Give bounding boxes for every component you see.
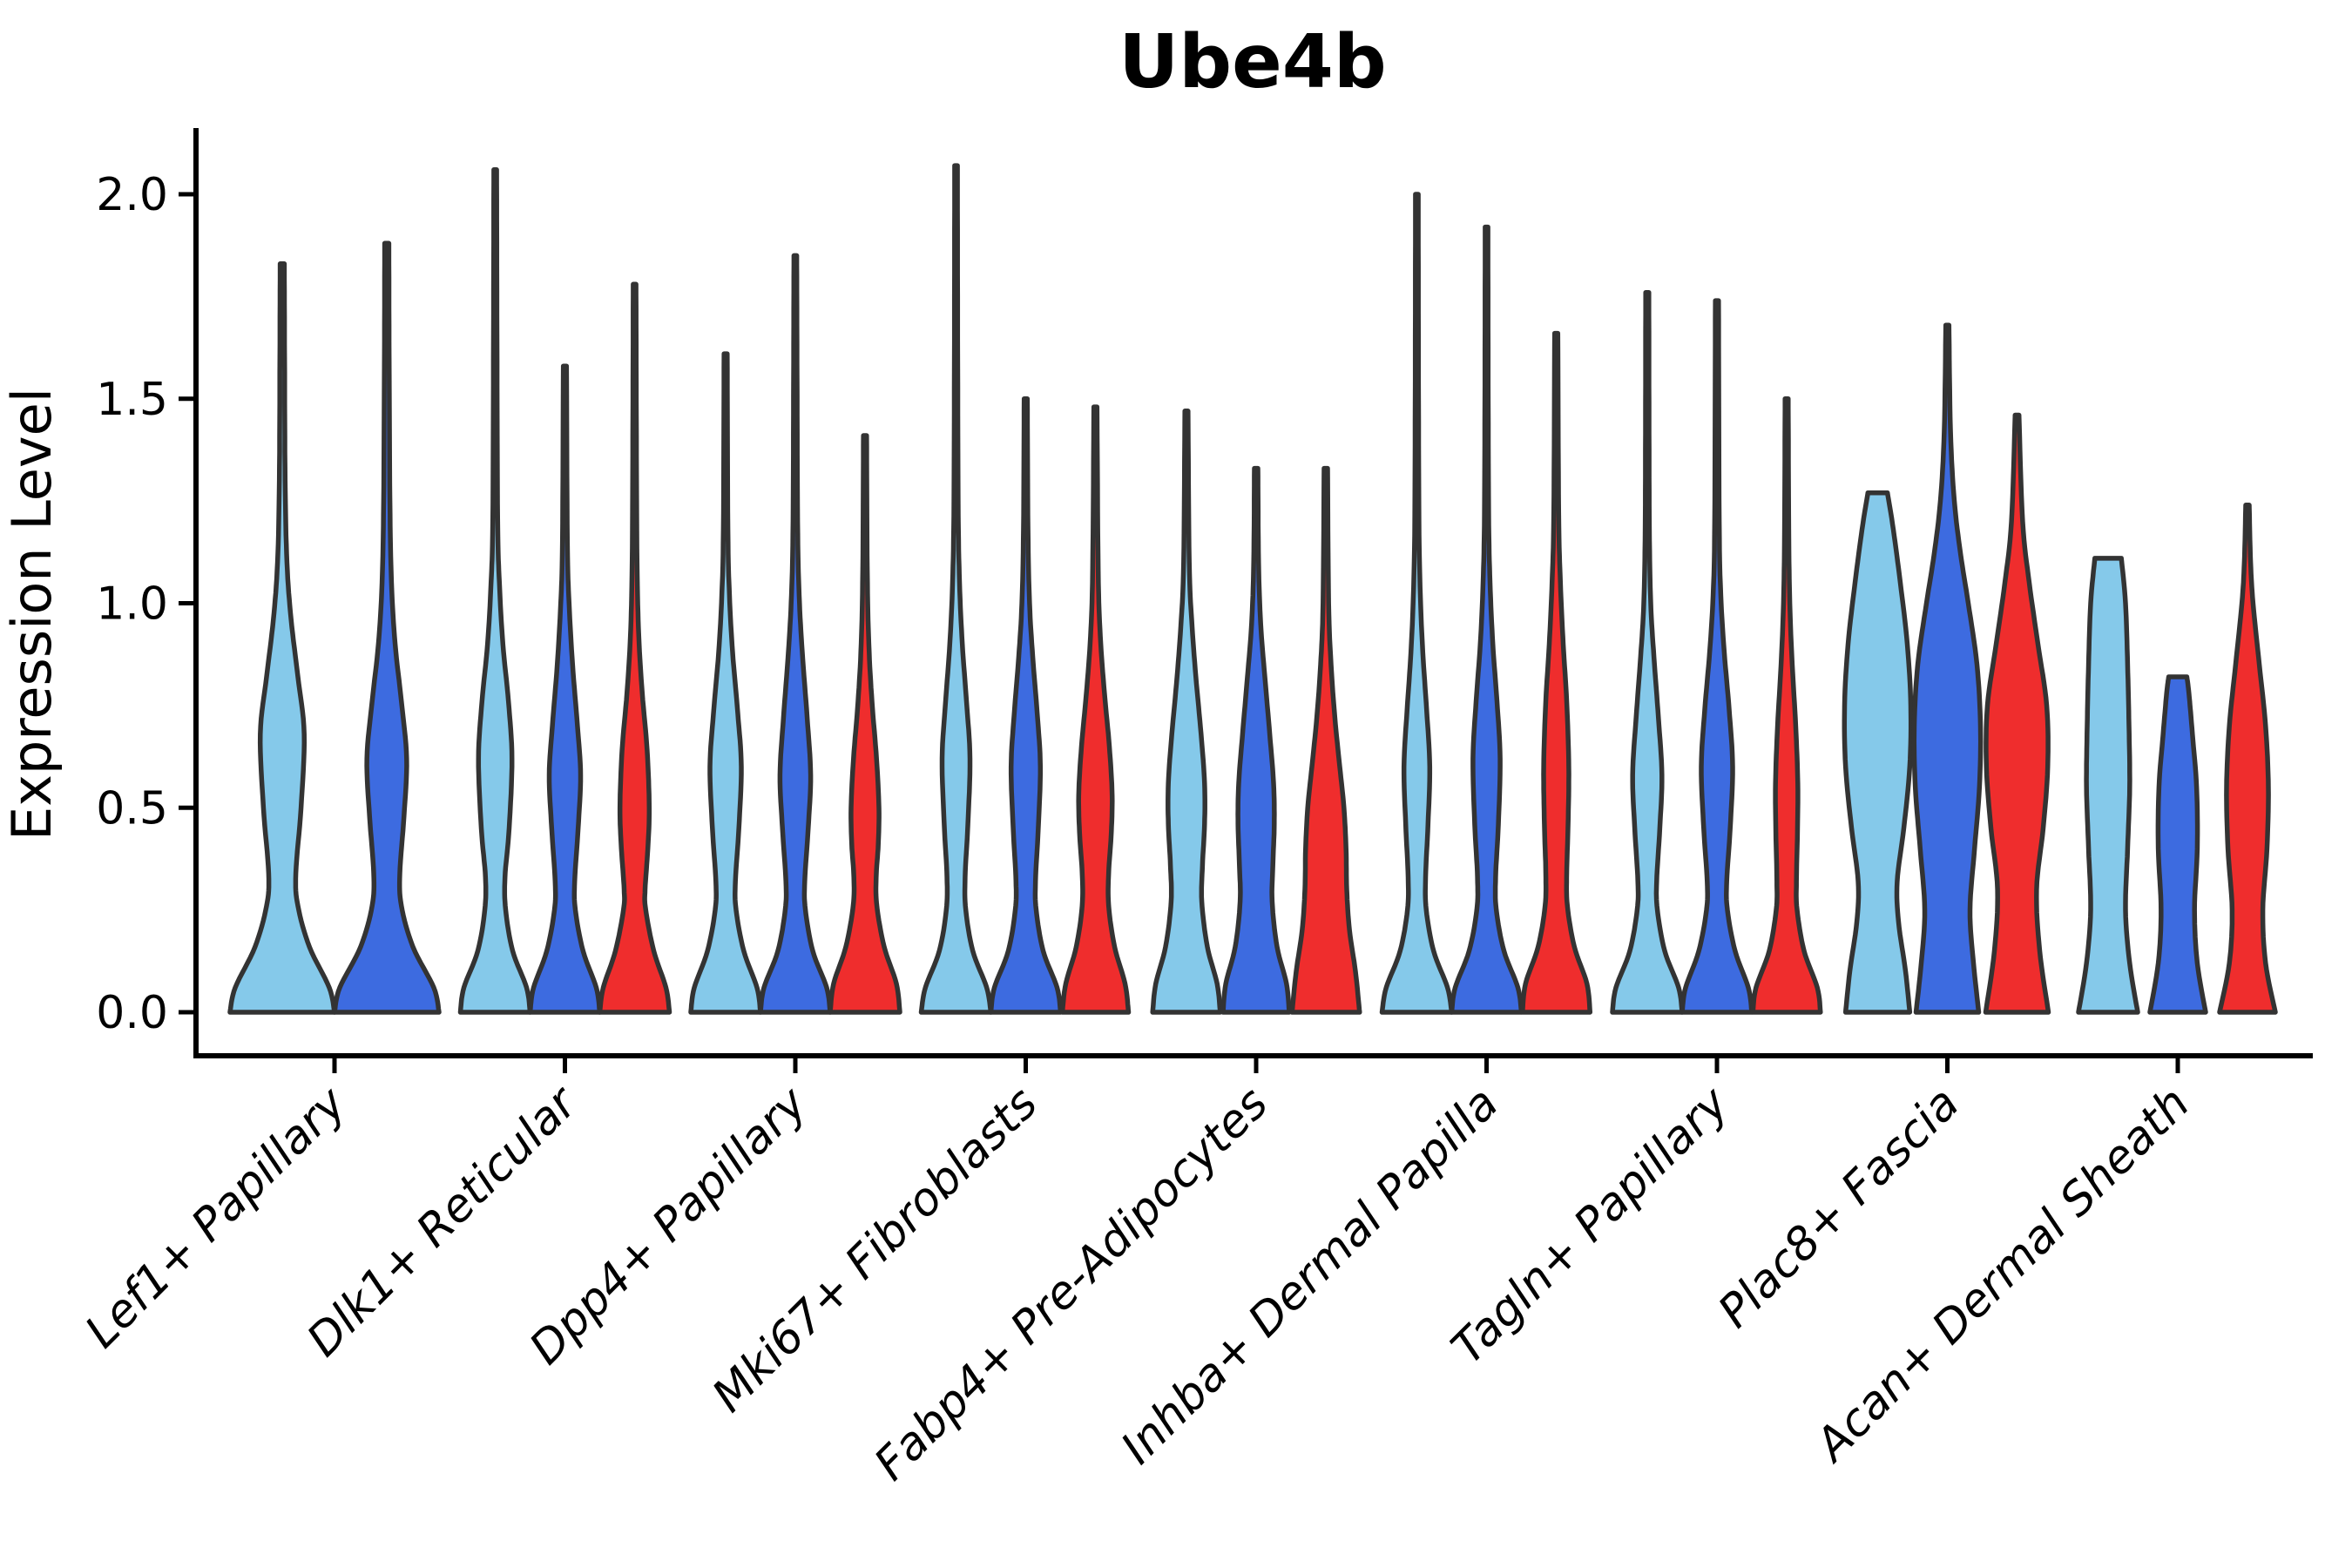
violin-acan-dermal-sheath-lightblue xyxy=(2076,556,2140,1015)
chart-title: Ube4b xyxy=(1119,19,1387,105)
x-tick-label-plac8-fascia: Plac8+ Fascia xyxy=(1708,1078,1969,1338)
violins-layer xyxy=(227,163,2278,1015)
violin-dlk1-reticular-darkblue xyxy=(527,363,603,1015)
violin-acan-dermal-sheath-red xyxy=(2217,503,2278,1015)
x-tick-label-fabp4-pre-adipocytes: Fabp4+ Pre-Adipocytes xyxy=(865,1078,1279,1491)
y-tick-label: 0.0 xyxy=(96,987,168,1039)
violin-mki67-fibroblasts-lightblue xyxy=(918,163,994,1015)
y-tick-label: 0.5 xyxy=(96,782,168,835)
violin-dpp4-papillary-lightblue xyxy=(688,351,763,1015)
violin-fabp4-pre-adipocytes-lightblue xyxy=(1150,409,1223,1015)
violin-dlk1-reticular-lightblue xyxy=(457,167,533,1015)
violin-acan-dermal-sheath-darkblue xyxy=(2147,674,2208,1015)
violin-fabp4-pre-adipocytes-darkblue xyxy=(1220,465,1292,1015)
violin-tagln-papillary-lightblue xyxy=(1610,289,1685,1015)
y-tick-label: 1.0 xyxy=(96,578,168,631)
violin-inhba-dermal-papilla-red xyxy=(1519,330,1593,1015)
y-tick-label: 2.0 xyxy=(96,169,168,221)
violin-inhba-dermal-papilla-lightblue xyxy=(1379,192,1455,1015)
axis-spines xyxy=(193,128,2313,1058)
violin-plac8-fascia-red xyxy=(1983,412,2051,1015)
violin-dpp4-papillary-darkblue xyxy=(758,253,833,1015)
y-tick-label: 1.5 xyxy=(96,374,168,426)
violin-lef1-papillary-darkblue xyxy=(332,240,442,1015)
violin-lef1-papillary-lightblue xyxy=(227,261,337,1015)
violin-plac8-fascia-lightblue xyxy=(1842,490,1914,1015)
violin-inhba-dermal-papilla-darkblue xyxy=(1449,224,1524,1015)
violin-plac8-fascia-darkblue xyxy=(1911,322,1984,1015)
violin-dpp4-papillary-red xyxy=(828,433,902,1015)
x-tick-label-inhba-dermal-papilla: Inhba+ Dermal Papilla xyxy=(1112,1078,1509,1475)
violin-tagln-papillary-darkblue xyxy=(1680,298,1754,1015)
violin-fabp4-pre-adipocytes-red xyxy=(1289,465,1362,1015)
violin-mki67-fibroblasts-red xyxy=(1059,404,1132,1015)
violin-tagln-papillary-red xyxy=(1750,395,1823,1015)
y-axis-label: Expression Level xyxy=(0,388,64,841)
x-tick-label-acan-dermal-sheath: Acan+ Dermal Sheath xyxy=(1804,1078,2200,1473)
violin-dlk1-reticular-red xyxy=(597,281,672,1015)
violin-mki67-fibroblasts-darkblue xyxy=(988,395,1064,1015)
